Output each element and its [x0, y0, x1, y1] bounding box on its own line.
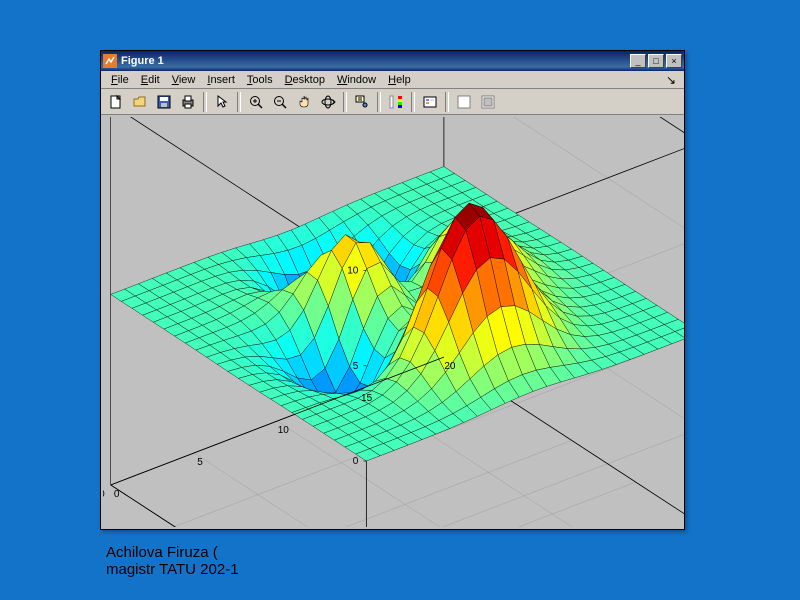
hide-icon[interactable] [453, 92, 475, 112]
legend-icon[interactable] [419, 92, 441, 112]
print-icon[interactable] [177, 92, 199, 112]
menubar: FileEditViewInsertToolsDesktopWindowHelp… [101, 71, 684, 89]
menu-tools[interactable]: Tools [241, 73, 279, 87]
toolbar-separator [377, 92, 381, 112]
new-icon[interactable] [105, 92, 127, 112]
toolbar-separator [411, 92, 415, 112]
close-button[interactable]: × [666, 54, 682, 68]
plot-area: -10-505100510152005101520 [103, 117, 682, 527]
surface-plot[interactable]: -10-505100510152005101520 [103, 117, 684, 527]
menu-insert[interactable]: Insert [201, 73, 241, 87]
menu-help[interactable]: Help [382, 73, 417, 87]
menu-window[interactable]: Window [331, 73, 382, 87]
svg-text:10: 10 [278, 425, 290, 436]
svg-text:0: 0 [103, 489, 105, 500]
window-buttons: _ □ × [630, 54, 682, 68]
titlebar[interactable]: Figure 1 _ □ × [101, 51, 684, 71]
svg-text:0: 0 [114, 489, 120, 500]
svg-text:10: 10 [347, 265, 359, 276]
zoom-out-icon[interactable] [269, 92, 291, 112]
minimize-button[interactable]: _ [630, 54, 646, 68]
menu-view[interactable]: View [166, 73, 202, 87]
colorbar-icon[interactable] [385, 92, 407, 112]
caption-line2: magistr TATU 202-1 [106, 561, 239, 578]
svg-text:20: 20 [444, 361, 456, 372]
show-icon[interactable] [477, 92, 499, 112]
caption: Achilova Firuza ( magistr TATU 202-1 [106, 544, 239, 578]
svg-text:5: 5 [197, 457, 203, 468]
toolbar-separator [343, 92, 347, 112]
toolbar-separator [237, 92, 241, 112]
undock-icon[interactable]: ↘ [662, 73, 680, 87]
toolbar-separator [445, 92, 449, 112]
menu-desktop[interactable]: Desktop [279, 73, 331, 87]
menu-edit[interactable]: Edit [135, 73, 166, 87]
matlab-icon [103, 54, 117, 68]
save-icon[interactable] [153, 92, 175, 112]
menu-file[interactable]: File [105, 73, 135, 87]
pan-icon[interactable] [293, 92, 315, 112]
svg-text:0: 0 [353, 456, 359, 467]
rotate3d-icon[interactable] [317, 92, 339, 112]
svg-text:5: 5 [353, 361, 359, 372]
toolbar-separator [203, 92, 207, 112]
window-title: Figure 1 [121, 55, 630, 67]
svg-text:15: 15 [361, 393, 373, 404]
zoom-in-icon[interactable] [245, 92, 267, 112]
toolbar [101, 89, 684, 115]
maximize-button[interactable]: □ [648, 54, 664, 68]
open-icon[interactable] [129, 92, 151, 112]
figure-window: Figure 1 _ □ × FileEditViewInsertToolsDe… [100, 50, 685, 530]
datacursor-icon[interactable] [351, 92, 373, 112]
pointer-icon[interactable] [211, 92, 233, 112]
caption-line1: Achilova Firuza ( [106, 544, 239, 561]
